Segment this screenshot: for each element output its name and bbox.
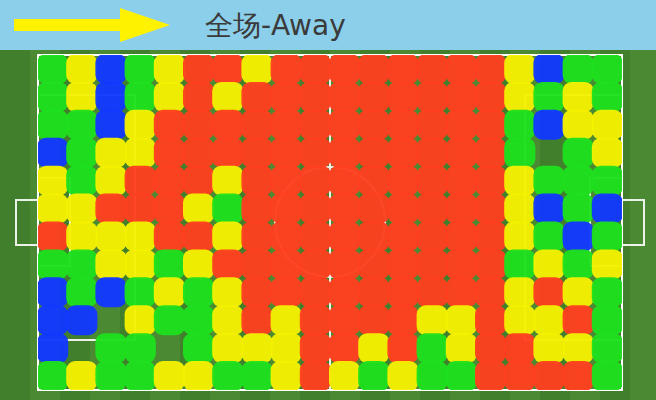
svg-text:全场-Away: 全场-Away	[205, 9, 346, 42]
